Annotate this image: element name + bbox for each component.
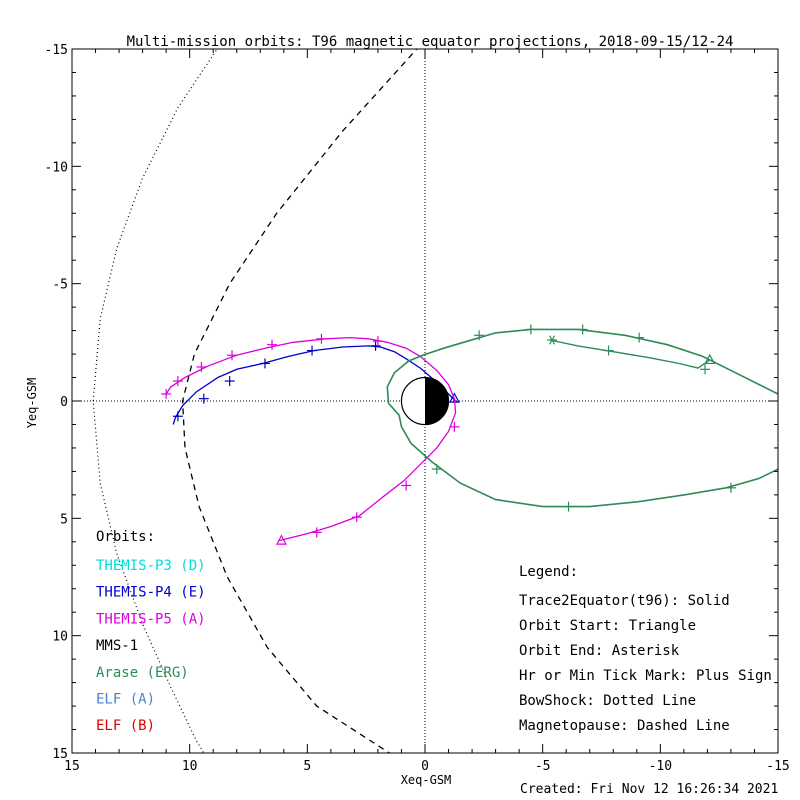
themis-p5-tick (161, 388, 172, 399)
mission-legend-entry: ELF (A) (96, 692, 155, 708)
mission-legend: THEMIS-P3 (D) THEMIS-P4 (E) THEMIS-P5 (A) M… (96, 558, 206, 734)
arase-tick (563, 501, 574, 512)
arase-tick (700, 364, 711, 375)
themis-p4-tick (172, 411, 183, 422)
themis-p5-orbit (165, 336, 457, 542)
created-timestamp: Created: Fri Nov 12 16:26:34 2021 (520, 782, 778, 797)
orbits-heading: Orbits: (96, 529, 155, 545)
mission-legend-entry: MMS-1 (96, 638, 138, 654)
x-tick-label: -5 (535, 759, 551, 774)
x-tick-label: 0 (421, 759, 429, 774)
mission-legend-entry: ELF (B) (96, 718, 155, 734)
themis-p5-tick (449, 421, 460, 432)
themis-p4-orbit (172, 345, 457, 425)
arase-tick (634, 332, 645, 343)
chart-title: Multi-mission orbits: T96 magnetic equat… (127, 34, 734, 50)
y-tick-label: -15 (45, 43, 68, 58)
themis-p4-tick (224, 376, 235, 387)
x-tick-label: -15 (766, 759, 789, 774)
themis-p4-tick (259, 358, 270, 369)
arase-orbit (386, 328, 778, 508)
themis-p5-tick (311, 527, 322, 538)
plot-area (72, 49, 778, 753)
arase-tick (431, 464, 442, 475)
y-axis-label: Yeq-GSM (25, 378, 39, 429)
earth-nightside (425, 377, 449, 425)
x-tick-label: 10 (182, 759, 198, 774)
themis-p5-tick (196, 361, 207, 372)
x-tick-label: -10 (649, 759, 672, 774)
themis-p5-tick (316, 333, 327, 344)
arase-tick (525, 324, 536, 335)
arase-start-marker (704, 353, 716, 365)
axes: 15 10 5 0 -5 -10 -15 -15 -10 -5 0 5 10 15 (45, 43, 790, 774)
x-axis-label: Xeq-GSM (401, 773, 452, 787)
y-tick-label: -5 (52, 278, 68, 293)
themis-p4-tick (198, 393, 209, 404)
themis-p4-tick (307, 345, 318, 356)
arase-tick (577, 324, 588, 335)
themis-p5-start-marker (275, 534, 287, 545)
arase-end-marker (547, 335, 558, 345)
themis-p5-tick (351, 512, 362, 523)
y-tick-label: 15 (52, 747, 68, 762)
arase-orbit-segment (549, 339, 711, 369)
magnetopause-line (181, 49, 418, 753)
themis-p5-tick (267, 339, 278, 350)
legend-heading: Legend: (519, 564, 578, 580)
arase-tick (474, 330, 485, 341)
arase-tick (603, 345, 614, 356)
mission-legend-entry: Arase (ERG) (96, 665, 189, 681)
mission-legend-entry: THEMIS-P3 (D) (96, 558, 206, 574)
style-legend-entry: Hr or Min Tick Mark: Plus Sign (519, 668, 772, 684)
x-tick-label: 15 (64, 759, 80, 774)
themis-p4-tick (370, 340, 381, 351)
themis-p5-tick (172, 376, 183, 387)
asterisk-stroke (549, 335, 556, 345)
themis-p5-tick (401, 480, 412, 491)
style-legend-entry: Orbit Start: Triangle (519, 618, 696, 634)
themis-p5-tick (372, 336, 383, 347)
x-tick-label: 5 (303, 759, 311, 774)
arase-tick (725, 482, 736, 493)
y-tick-label: -10 (45, 160, 68, 175)
y-tick-label: 0 (60, 395, 68, 410)
mission-legend-entry: THEMIS-P4 (E) (96, 585, 206, 601)
y-tick-label: 5 (60, 512, 68, 527)
y-tick-label: 10 (52, 630, 68, 645)
style-legend-entry: BowShock: Dotted Line (519, 693, 696, 709)
style-legend-entry: Trace2Equator(t96): Solid (519, 593, 730, 609)
themis-p5-tick (227, 350, 238, 361)
style-legend: Trace2Equator(t96): Solid Orbit Start: Tr… (519, 593, 772, 734)
style-legend-entry: Orbit End: Asterisk (519, 643, 680, 659)
style-legend-entry: Magnetopause: Dashed Line (519, 718, 730, 734)
mission-legend-entry: THEMIS-P5 (A) (96, 611, 206, 627)
